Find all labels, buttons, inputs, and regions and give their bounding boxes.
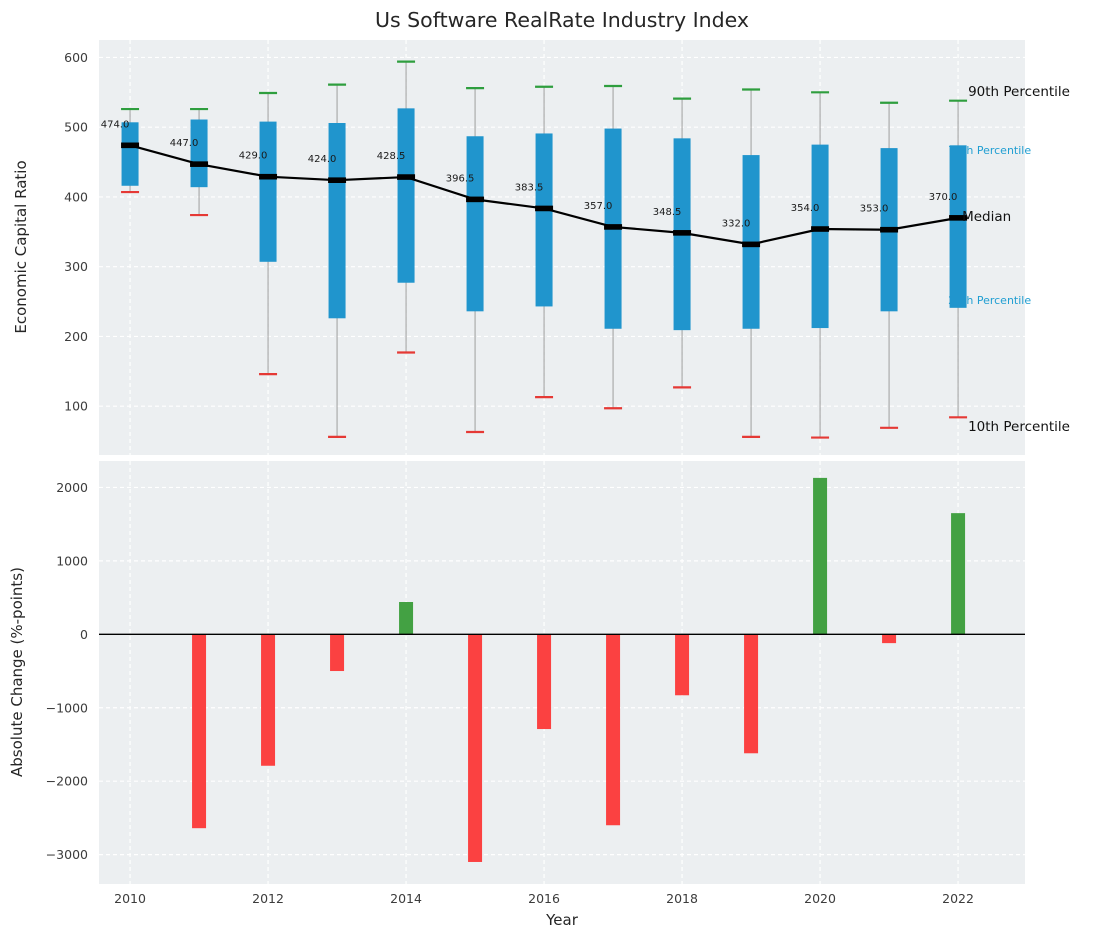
iqr-box-2015 [466, 136, 484, 312]
median-value-label-2021: 353.0 [860, 204, 889, 215]
median-value-label-2017: 357.0 [584, 201, 613, 212]
median-value-label-2020: 354.0 [791, 203, 820, 214]
top-ytick-label: 600 [64, 50, 88, 65]
median-marker-2012 [259, 173, 278, 180]
change-bar-2011 [192, 634, 207, 829]
iqr-box-2016 [535, 133, 553, 307]
iqr-box-2022 [949, 145, 967, 308]
median-value-label-2014: 428.5 [377, 151, 406, 162]
median-value-label-2018: 348.5 [653, 207, 682, 218]
top-y-axis-label: Economic Capital Ratio [12, 160, 30, 333]
plot-background [99, 40, 1025, 455]
iqr-box-2013 [328, 123, 346, 319]
median-marker-2021 [880, 226, 899, 233]
median-marker-2015 [466, 196, 485, 203]
change-bar-2013 [330, 634, 345, 672]
boxplot-panel: 75th Percentile 25th Percentile 474.0 447.0… [64, 40, 1070, 455]
median-marker-2018 [673, 230, 692, 236]
change-bar-2017 [606, 634, 621, 826]
iqr-box-2020 [811, 144, 829, 329]
median-marker-2014 [397, 174, 416, 180]
median-marker-2011 [190, 161, 209, 167]
change-bar-2021 [882, 634, 897, 644]
bottom-ytick-label: 0 [80, 627, 88, 642]
median-marker-2019 [742, 241, 761, 248]
iqr-box-2010 [121, 122, 139, 186]
bottom-ytick-label: 1000 [56, 553, 88, 568]
chart-title: Us Software RealRate Industry Index [375, 8, 749, 32]
median-value-label-2012: 429.0 [239, 151, 268, 162]
median-marker-2016 [535, 205, 554, 212]
annotation-90th-percentile: 90th Percentile [968, 84, 1070, 100]
xtick-label: 2022 [942, 891, 974, 906]
bottom-ytick-label: −2000 [46, 774, 88, 789]
median-value-label-2022: 370.0 [929, 192, 958, 203]
top-ytick-label: 200 [64, 329, 88, 344]
bottom-ytick-label: −3000 [46, 847, 88, 862]
change-bar-2012 [261, 634, 276, 766]
top-ytick-label: 100 [64, 399, 88, 414]
annotation-75th-percentile: 75th Percentile [948, 144, 1031, 157]
xtick-label: 2010 [114, 891, 146, 906]
x-axis-label: Year [545, 911, 579, 929]
xtick-label: 2016 [528, 891, 560, 906]
bottom-y-axis-label: Absolute Change (%-points) [8, 567, 26, 777]
iqr-box-2014 [397, 108, 415, 283]
median-marker-2013 [328, 177, 347, 183]
xtick-label: 2012 [252, 891, 284, 906]
change-bar-2014 [399, 602, 414, 635]
bottom-ytick-label: −1000 [46, 700, 88, 715]
median-marker-2010 [121, 142, 140, 149]
plot-background [99, 461, 1025, 884]
annotation-10th-percentile: 10th Percentile [968, 419, 1070, 435]
xtick-label: 2020 [804, 891, 836, 906]
xtick-label: 2018 [666, 891, 698, 906]
iqr-box-2012 [259, 121, 277, 262]
median-value-label-2015: 396.5 [446, 173, 475, 184]
change-bar-2018 [675, 634, 690, 696]
median-value-label-2011: 447.0 [170, 138, 199, 149]
change-bar-2020 [813, 477, 828, 635]
barchart-panel: −3000 −2000 −1000 0 1000 2000 2010 2012 2014 2016… [46, 461, 1025, 906]
median-value-label-2016: 383.5 [515, 182, 544, 193]
median-value-label-2013: 424.0 [308, 154, 337, 165]
change-bar-2019 [744, 634, 759, 754]
median-marker-2017 [604, 224, 623, 230]
median-marker-2020 [811, 226, 830, 232]
median-value-label-2010: 474.0 [101, 119, 130, 130]
median-value-label-2019: 332.0 [722, 218, 751, 229]
annotation-25th-percentile: 25th Percentile [948, 294, 1031, 307]
bottom-ytick-label: 2000 [56, 480, 88, 495]
xtick-label: 2014 [390, 891, 422, 906]
change-bar-2016 [537, 634, 552, 730]
top-ytick-label: 400 [64, 189, 88, 204]
change-bar-2022 [951, 513, 966, 635]
top-ytick-label: 500 [64, 120, 88, 135]
annotation-median: Median [962, 209, 1011, 225]
iqr-box-2011 [190, 119, 208, 188]
change-bar-2015 [468, 634, 483, 862]
median-marker-2022 [949, 215, 968, 221]
top-ytick-label: 300 [64, 259, 88, 274]
